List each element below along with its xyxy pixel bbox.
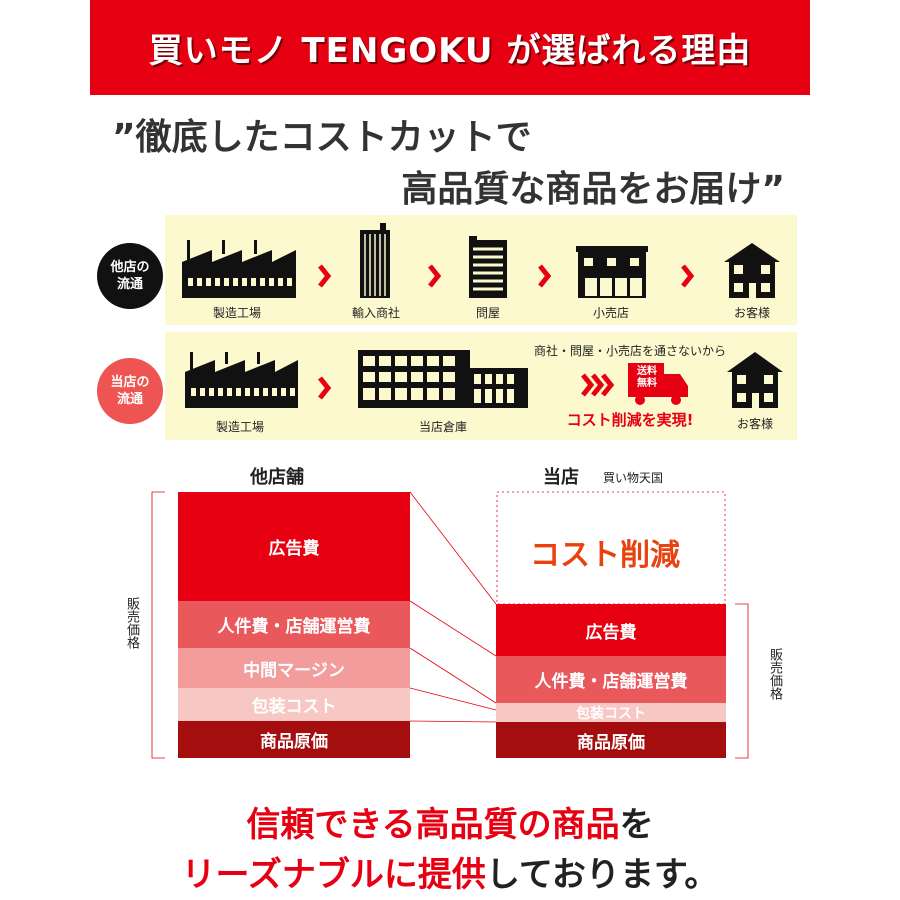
step-label: 当店倉庫: [418, 420, 468, 434]
step-label: お客様: [733, 306, 771, 320]
flow-note: 商社・問屋・小売店を通さないから: [533, 344, 727, 358]
price-label-left: 販売価格: [124, 597, 139, 649]
title-banner: 買いモノ TENGOKU が選ばれる理由: [90, 0, 810, 95]
segment-packaging: 包装コスト: [178, 688, 410, 721]
tagline-line1: ”徹底したコストカットで: [112, 117, 532, 158]
left-price-bracket: [151, 491, 165, 759]
our-store-title: 当店: [543, 467, 579, 488]
segment-labor: 人件費・店舗運営費: [496, 656, 726, 703]
tagline-line2: 高品質な商品をお届け”: [401, 169, 785, 210]
our-store-cost-stack: 広告費 人件費・店舗運営費 包装コスト 商品原価: [496, 604, 726, 758]
step-label: 製造工場: [212, 306, 262, 320]
segment-product-cost: 商品原価: [178, 721, 410, 758]
wholesaler-icon: [469, 236, 507, 298]
factory-icon: [182, 240, 296, 298]
our-store-subtitle: 買い物天国: [603, 471, 664, 485]
step-label: 製造工場: [215, 420, 265, 434]
step-label: 小売店: [592, 306, 630, 320]
retail-store-icon: [576, 246, 648, 298]
segment-advertising: 広告費: [178, 492, 410, 601]
other-store-title: 他店舗: [250, 467, 304, 488]
step-label: 輸入商社: [351, 306, 401, 320]
footer-line1: 信頼できる高品質の商品を: [246, 805, 654, 845]
price-label-right: 販売価格: [767, 648, 782, 700]
customer-house-icon: [724, 243, 780, 298]
cost-cut-label: コスト削減: [530, 538, 680, 573]
step-label: お客様: [736, 417, 774, 431]
factory-icon: [185, 352, 298, 408]
step-label: 問屋: [475, 306, 501, 320]
free-shipping-truck-icon: [628, 363, 688, 405]
comparison-connector-lines: [151, 491, 749, 759]
segment-advertising: 広告費: [496, 604, 726, 656]
customer-house-icon: [727, 352, 783, 408]
banner-title: 買いモノ TENGOKU が選ばれる理由: [148, 31, 752, 71]
segment-product-cost: 商品原価: [496, 722, 726, 758]
footer-line2: リーズナブルに提供しております。: [181, 855, 719, 895]
other-flow-badge: 他店の 流通: [97, 243, 163, 309]
cost-cut-highlight: コスト削減を実現!: [566, 411, 694, 429]
segment-labor: 人件費・店舗運営費: [178, 601, 410, 648]
chevron-arrows: [318, 264, 695, 400]
trading-company-icon: [360, 223, 390, 298]
right-price-bracket: [735, 603, 749, 759]
segment-margin: 中間マージン: [178, 648, 410, 688]
segment-packaging: 包装コスト: [496, 703, 726, 722]
our-flow-badge: 当店の 流通: [97, 358, 163, 424]
truck-label: 送料 無料: [637, 366, 657, 389]
warehouse-icon: [358, 350, 528, 408]
other-store-cost-stack: 広告費 人件費・店舗運営費 中間マージン 包装コスト 商品原価: [178, 492, 410, 758]
